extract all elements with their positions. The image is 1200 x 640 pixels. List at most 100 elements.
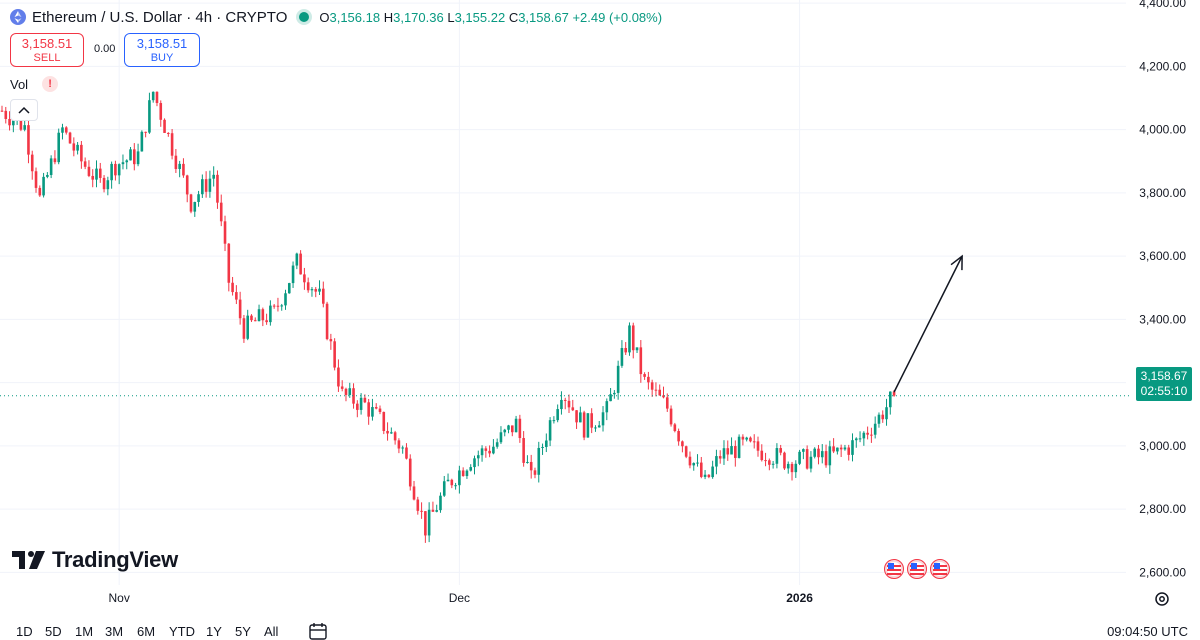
candle-body <box>688 456 692 466</box>
candle-body <box>465 470 469 477</box>
candle-body <box>662 395 665 398</box>
open-label: O <box>319 9 330 25</box>
range-ytd-button[interactable]: YTD <box>169 624 195 639</box>
candle-body <box>597 425 601 428</box>
candle-body <box>839 447 843 450</box>
candle-body <box>620 348 624 366</box>
candle-body <box>219 202 223 222</box>
candle-body <box>269 305 272 323</box>
range-1d-button[interactable]: 1D <box>16 624 33 639</box>
candle-body <box>189 194 193 212</box>
candle-body <box>707 474 711 478</box>
range-3m-button[interactable]: 3M <box>105 624 124 639</box>
candle-body <box>828 446 832 466</box>
range-6m-button[interactable]: 6M <box>137 624 156 639</box>
candle-body <box>49 158 53 175</box>
symbol-header[interactable]: Ethereum / U.S. Dollar · 4h · CRYPTO O 3,… <box>10 6 662 28</box>
candle-body <box>548 420 552 441</box>
candle-body <box>4 110 8 119</box>
candle-body <box>12 120 15 126</box>
range-5d-button[interactable]: 5D <box>45 624 62 639</box>
tradingview-logo-icon <box>12 551 45 569</box>
range-5y-button[interactable]: 5Y <box>235 624 251 639</box>
candle-body <box>265 320 268 323</box>
candle-body <box>257 309 261 322</box>
candle-body <box>64 127 68 133</box>
candle-body <box>476 455 480 459</box>
candle-body <box>635 347 639 351</box>
candle-body <box>303 274 306 283</box>
x-tick-label: Nov <box>109 591 130 605</box>
range-1y-button[interactable]: 1Y <box>206 624 222 639</box>
candle-body <box>556 409 559 421</box>
live-dot-icon <box>299 12 310 22</box>
range-all-button[interactable]: All <box>264 624 279 639</box>
collapse-indicators-button[interactable] <box>10 99 38 121</box>
y-tick-label: 3,400.00 <box>1139 312 1186 326</box>
candle-body <box>794 463 798 473</box>
candle-body <box>136 151 140 165</box>
candle-body <box>609 394 612 402</box>
candle-body <box>352 388 355 404</box>
candle-body <box>605 401 609 413</box>
settings-icon[interactable] <box>1153 590 1171 608</box>
candle-body <box>631 325 635 351</box>
calendar-icon[interactable] <box>308 622 328 640</box>
buy-button[interactable]: 3,158.51 BUY <box>124 33 200 67</box>
candle-body <box>889 391 892 408</box>
candle-body <box>416 499 420 511</box>
spread-value: 0.00 <box>94 43 116 55</box>
candle-body <box>700 462 703 477</box>
candle-body <box>167 132 170 134</box>
candle-body <box>783 452 786 469</box>
event-badge[interactable] <box>884 559 904 579</box>
symbol-title[interactable]: Ethereum / U.S. Dollar · 4h · CRYPTO <box>32 8 288 26</box>
candle-body <box>197 194 200 202</box>
candle-body <box>575 410 578 423</box>
candle-body <box>809 456 813 469</box>
range-1m-button[interactable]: 1M <box>75 624 94 639</box>
trend-arrow[interactable] <box>893 255 963 393</box>
candle-body <box>692 463 696 466</box>
volume-indicator[interactable]: Vol ! <box>10 76 59 92</box>
candle-body <box>684 446 688 457</box>
y-tick-label: 4,200.00 <box>1139 59 1186 73</box>
candle-body <box>458 470 461 486</box>
candle-body <box>503 429 507 433</box>
candle-body <box>752 441 756 443</box>
event-badge[interactable] <box>930 559 950 579</box>
candle-body <box>582 412 586 438</box>
candle-body <box>72 143 76 151</box>
candle-body <box>95 168 98 180</box>
candle-body <box>291 265 295 284</box>
sell-price: 3,158.51 <box>21 36 73 51</box>
warning-icon[interactable]: ! <box>42 76 59 92</box>
candle-body <box>61 127 64 133</box>
candle-body <box>862 432 866 439</box>
candle-body <box>310 289 314 291</box>
candle-body <box>858 438 862 440</box>
chevron-up-icon <box>18 106 30 114</box>
candle-body <box>669 408 673 425</box>
candle-body <box>276 305 280 307</box>
candle-body <box>643 374 646 377</box>
candle-body <box>76 144 79 151</box>
close-value: 3,158.67 <box>518 9 569 25</box>
candle-body <box>337 367 340 387</box>
us-flag-icon <box>910 562 924 576</box>
event-badge[interactable] <box>907 559 927 579</box>
bottom-toolbar: 1D 5D 1M 3M 6M YTD 1Y 5Y All 09:04:50 UT… <box>0 622 1200 640</box>
candle-body <box>121 162 125 165</box>
candle-body <box>235 292 238 300</box>
candle-body <box>344 388 348 395</box>
candle-body <box>817 448 820 458</box>
candle-body <box>0 110 4 112</box>
candle-body <box>374 407 378 409</box>
candle-body <box>802 449 805 452</box>
candle-body <box>250 315 253 321</box>
candle-body <box>601 412 605 426</box>
sell-button[interactable]: 3,158.51 SELL <box>10 33 84 67</box>
utc-clock: 09:04:50 UTC <box>1107 624 1188 639</box>
candle-body <box>488 450 491 454</box>
